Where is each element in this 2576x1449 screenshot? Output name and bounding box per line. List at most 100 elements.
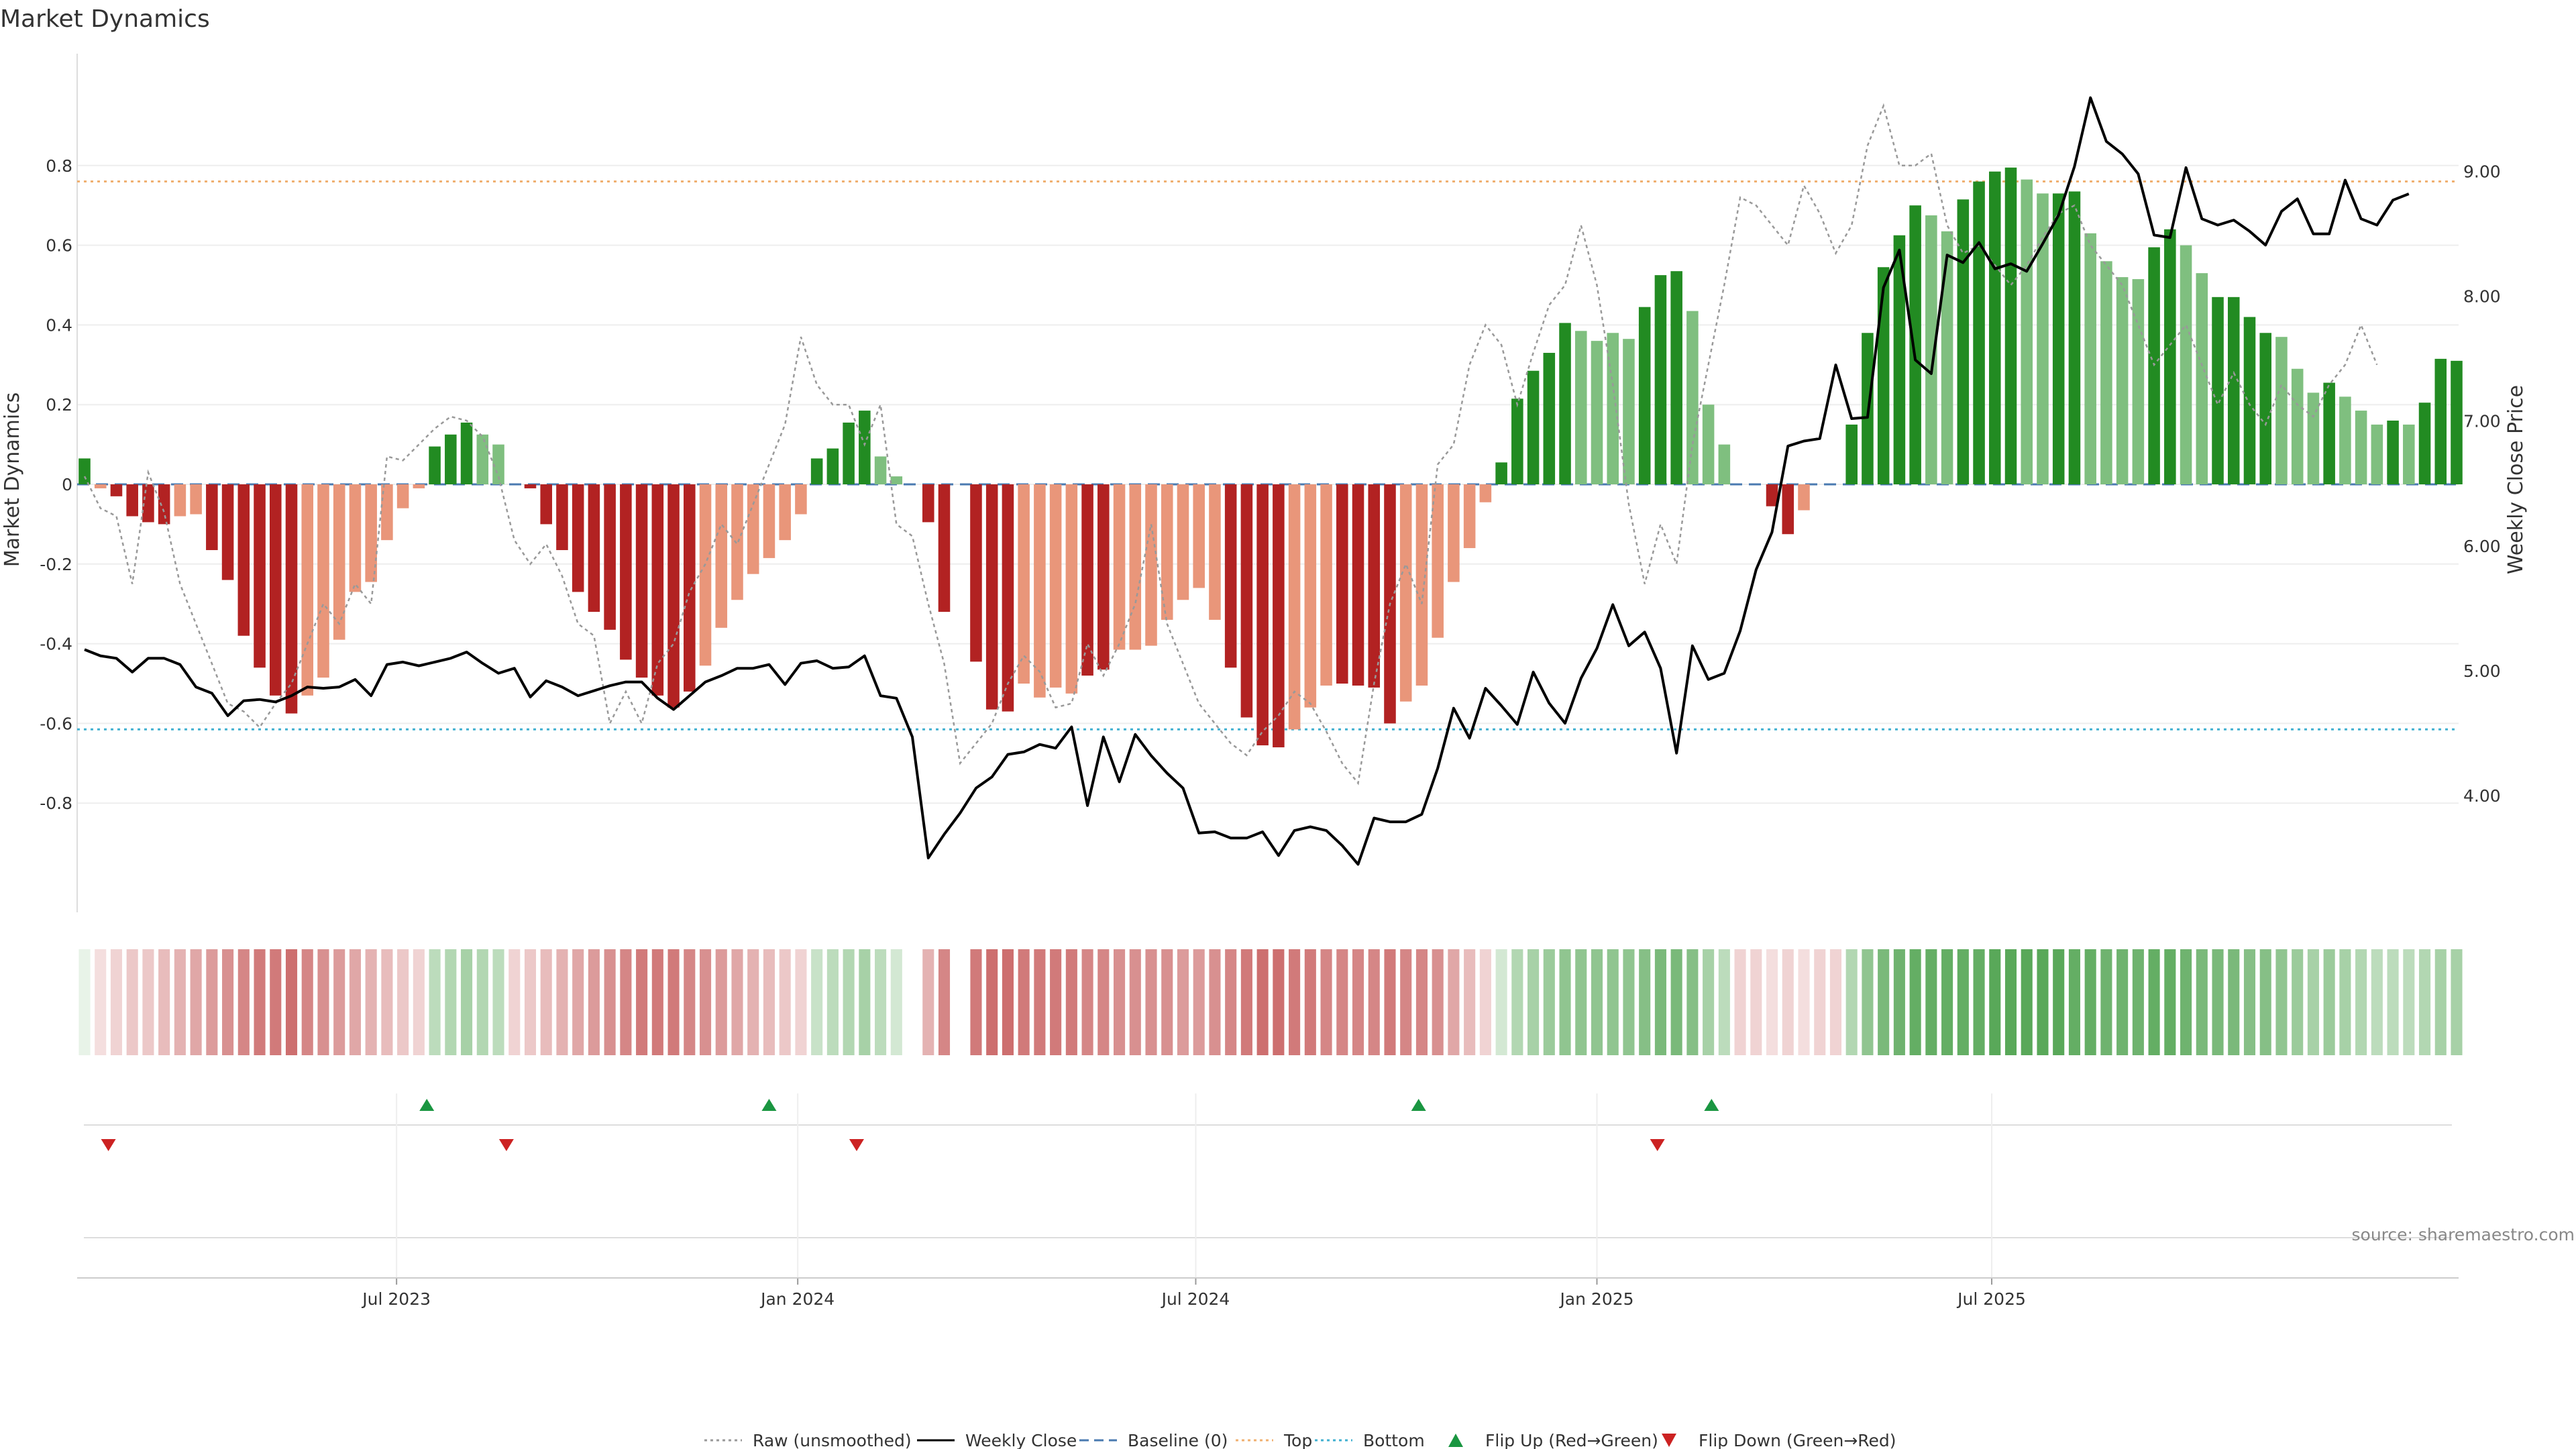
heat-cell-61 xyxy=(1050,949,1062,1055)
bar-74 xyxy=(1256,484,1269,746)
bar-128 xyxy=(2116,277,2129,484)
heat-cell-83 xyxy=(1400,949,1412,1055)
bar-146 xyxy=(2403,424,2415,484)
heat-cell-11 xyxy=(254,949,266,1055)
close-path xyxy=(84,96,2410,866)
heat-cell-12 xyxy=(270,949,282,1055)
heat-cell-127 xyxy=(2100,949,2112,1055)
heat-cell-39 xyxy=(699,949,712,1055)
bar-83 xyxy=(1399,484,1412,702)
bar-32 xyxy=(588,484,600,612)
bar-116 xyxy=(1925,215,1937,484)
bar-72 xyxy=(1224,484,1237,668)
bar-127 xyxy=(2100,261,2112,484)
heat-cell-73 xyxy=(1240,949,1252,1055)
heat-cell-139 xyxy=(2292,949,2304,1055)
heat-cell-62 xyxy=(1065,949,1077,1055)
heat-cell-27 xyxy=(508,949,521,1055)
heat-cell-23 xyxy=(445,949,457,1055)
bar-34 xyxy=(620,484,632,660)
heat-cell-102 xyxy=(1703,949,1715,1055)
bar-147 xyxy=(2418,402,2431,484)
heat-cell-119 xyxy=(1973,949,1985,1055)
bar-12 xyxy=(269,484,282,696)
heat-cell-105 xyxy=(1750,949,1762,1055)
legend-item-1: Weekly Close xyxy=(917,1431,1077,1449)
heat-cell-69 xyxy=(1177,949,1189,1055)
bar-107 xyxy=(1782,484,1794,535)
heat-cell-91 xyxy=(1527,949,1540,1055)
bar-89 xyxy=(1495,462,1507,484)
heat-cell-48 xyxy=(843,949,855,1055)
bar-16 xyxy=(333,484,345,640)
heat-cell-101 xyxy=(1686,949,1699,1055)
heat-cell-17 xyxy=(349,949,361,1055)
legend-item-0: Raw (unsmoothed) xyxy=(704,1431,912,1449)
heat-cell-124 xyxy=(2053,949,2065,1055)
left-tick-label-3: 0.2 xyxy=(46,395,72,415)
heat-cell-35 xyxy=(636,949,648,1055)
bar-2 xyxy=(110,484,123,496)
heat-cell-116 xyxy=(1925,949,1937,1055)
heat-cell-13 xyxy=(285,949,298,1055)
bar-23 xyxy=(445,434,457,484)
heat-cell-34 xyxy=(620,949,632,1055)
heat-cell-22 xyxy=(429,949,441,1055)
heat-cell-42 xyxy=(747,949,759,1055)
bar-139 xyxy=(2291,368,2304,484)
heat-cell-68 xyxy=(1161,949,1173,1055)
left-tick-label-0: 0.8 xyxy=(46,156,72,176)
heat-cell-103 xyxy=(1718,949,1730,1055)
bar-69 xyxy=(1177,484,1189,600)
heat-cell-138 xyxy=(2275,949,2288,1055)
bar-39 xyxy=(699,484,712,666)
heat-cell-113 xyxy=(1878,949,1890,1055)
bar-71 xyxy=(1209,484,1221,620)
heat-cell-3 xyxy=(126,949,138,1055)
legend-item-3: Top xyxy=(1236,1431,1312,1449)
heat-cell-49 xyxy=(859,949,871,1055)
legend-label-2: Baseline (0) xyxy=(1128,1431,1228,1449)
bar-18 xyxy=(365,484,377,582)
heat-cell-54 xyxy=(938,949,951,1055)
bar-37 xyxy=(667,484,680,708)
bar-124 xyxy=(2052,193,2065,484)
heat-cell-145 xyxy=(2387,949,2399,1055)
heat-cell-76 xyxy=(1289,949,1301,1055)
bar-136 xyxy=(2243,317,2256,484)
legend-label-3: Top xyxy=(1283,1431,1312,1449)
bar-79 xyxy=(1336,484,1348,684)
bar-91 xyxy=(1527,370,1540,484)
bar-51 xyxy=(890,476,903,484)
heat-cell-148 xyxy=(2434,949,2447,1055)
heat-cell-79 xyxy=(1336,949,1348,1055)
flip-down-marker-1 xyxy=(498,1139,514,1151)
legend-label-5: Flip Up (Red→Green) xyxy=(1485,1431,1658,1449)
heat-cell-108 xyxy=(1798,949,1810,1055)
heat-cell-80 xyxy=(1352,949,1364,1055)
heat-cell-40 xyxy=(715,949,727,1055)
bar-106 xyxy=(1766,484,1778,506)
heat-cell-136 xyxy=(2243,949,2256,1055)
heat-cell-64 xyxy=(1097,949,1110,1055)
heat-cell-82 xyxy=(1384,949,1396,1055)
heat-cell-131 xyxy=(2164,949,2176,1055)
bar-46 xyxy=(810,458,823,484)
x-tick-label-2: Jul 2024 xyxy=(1161,1289,1230,1309)
heat-cell-72 xyxy=(1225,949,1237,1055)
heat-cell-135 xyxy=(2228,949,2240,1055)
flip-up-marker-2 xyxy=(1411,1099,1426,1111)
bar-9 xyxy=(221,484,234,580)
heat-cell-112 xyxy=(1862,949,1874,1055)
bar-63 xyxy=(1081,484,1093,676)
legend-item-2: Baseline (0) xyxy=(1079,1431,1228,1449)
left-tick-label-4: 0 xyxy=(62,475,72,494)
heat-cell-81 xyxy=(1368,949,1380,1055)
heat-cell-100 xyxy=(1670,949,1682,1055)
bar-47 xyxy=(826,448,839,484)
bar-102 xyxy=(1702,405,1715,484)
bar-85 xyxy=(1432,484,1444,638)
bar-73 xyxy=(1240,484,1253,718)
heat-cell-132 xyxy=(2180,949,2192,1055)
heat-cell-66 xyxy=(1129,949,1141,1055)
